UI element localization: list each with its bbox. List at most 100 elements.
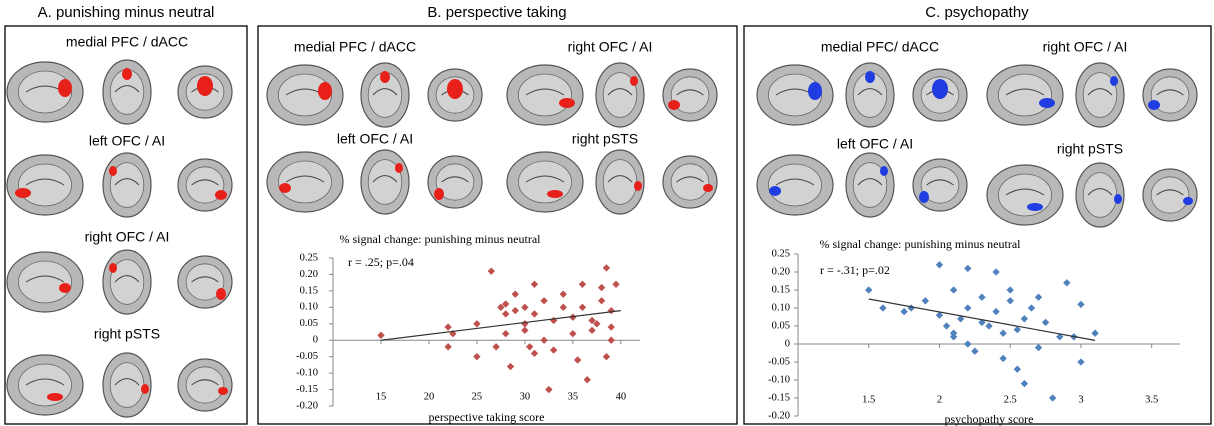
y-tick-label: -0.15	[768, 392, 790, 403]
point	[1035, 294, 1042, 301]
activation-blob	[447, 79, 463, 99]
activation-blob	[395, 163, 403, 173]
activation-blob	[109, 263, 117, 273]
point	[908, 304, 915, 311]
point	[1021, 315, 1028, 322]
point	[900, 308, 907, 315]
activation-blob	[919, 191, 929, 203]
activation-blob	[47, 393, 63, 401]
point	[1049, 394, 1056, 401]
x-tick-label: 25	[472, 391, 483, 402]
activation-blob	[59, 283, 71, 293]
x-tick-label: 2.5	[1004, 394, 1017, 405]
y-tick-label: 0.20	[300, 269, 318, 280]
point	[531, 281, 538, 288]
activation-blob	[122, 68, 132, 80]
region-label: medial PFC/ dACC	[821, 39, 939, 55]
point	[526, 343, 533, 350]
region-label: right OFC / AI	[568, 39, 653, 55]
point	[603, 264, 610, 271]
point	[531, 350, 538, 357]
y-tick-label: -0.05	[768, 356, 790, 367]
point	[521, 327, 528, 334]
x-tick-label: 3.5	[1145, 394, 1158, 405]
point	[550, 317, 557, 324]
activation-blob	[1183, 197, 1193, 205]
point	[560, 291, 567, 298]
y-tick-label: 0.20	[772, 266, 790, 277]
y-tick-label: -0.05	[296, 351, 318, 362]
point	[608, 337, 615, 344]
point	[473, 320, 480, 327]
point	[507, 363, 514, 370]
y-tick-label: 0.10	[772, 302, 790, 313]
point	[1042, 319, 1049, 326]
point	[488, 267, 495, 274]
point	[964, 340, 971, 347]
panel-title: B. perspective taking	[427, 4, 566, 21]
activation-blob	[434, 188, 444, 200]
region-label: medial PFC / dACC	[294, 39, 416, 55]
y-tick-label: -0.20	[296, 400, 318, 411]
point	[992, 268, 999, 275]
x-tick-label: 1.5	[862, 394, 875, 405]
activation-blob	[380, 71, 390, 83]
point	[1077, 358, 1084, 365]
activation-blob	[197, 76, 213, 96]
activation-blob	[559, 98, 575, 108]
activation-blob	[216, 288, 226, 300]
activation-blob	[109, 166, 117, 176]
region-label: medial PFC / dACC	[66, 34, 188, 50]
y-tick-label: -0.15	[296, 384, 318, 395]
point	[936, 261, 943, 268]
activation-blob	[1110, 76, 1118, 86]
panel-title: C. psychopathy	[925, 4, 1029, 21]
activation-blob	[668, 100, 680, 110]
activation-blob	[279, 183, 291, 193]
point	[588, 327, 595, 334]
point	[1077, 301, 1084, 308]
point	[473, 353, 480, 360]
region-label: right OFC / AI	[1043, 39, 1128, 55]
point	[865, 286, 872, 293]
point	[1007, 297, 1014, 304]
x-tick-label: 35	[568, 391, 579, 402]
point	[598, 284, 605, 291]
x-tick-label: 40	[616, 391, 627, 402]
x-axis-label: perspective taking score	[429, 410, 545, 424]
region-label: left OFC / AI	[837, 136, 913, 152]
region-label: left OFC / AI	[337, 131, 413, 147]
point	[545, 386, 552, 393]
point	[512, 291, 519, 298]
region-label: right pSTS	[1057, 141, 1123, 157]
x-tick-label: 20	[424, 391, 435, 402]
activation-blob	[1039, 98, 1055, 108]
activation-blob	[141, 384, 149, 394]
point	[603, 353, 610, 360]
annotation: r = .25; p=.04	[348, 255, 414, 269]
point	[444, 343, 451, 350]
point	[550, 346, 557, 353]
point	[1007, 286, 1014, 293]
point	[971, 348, 978, 355]
activation-blob	[1114, 194, 1122, 204]
y-tick-label: 0.05	[300, 318, 318, 329]
y-tick-label: 0.15	[300, 285, 318, 296]
region-label: right OFC / AI	[85, 229, 170, 245]
activation-blob	[1148, 100, 1160, 110]
point	[1021, 380, 1028, 387]
activation-blob	[15, 188, 31, 198]
y-tick-label: 0	[785, 338, 790, 349]
region-label: right pSTS	[572, 131, 638, 147]
point	[999, 330, 1006, 337]
point	[985, 322, 992, 329]
point	[512, 307, 519, 314]
fit-line	[869, 299, 1095, 340]
region-label: right pSTS	[94, 326, 160, 342]
y-tick-label: 0.25	[772, 248, 790, 259]
point	[1063, 279, 1070, 286]
point	[1035, 344, 1042, 351]
x-tick-label: 2	[937, 394, 942, 405]
activation-blob	[218, 387, 228, 395]
point	[502, 310, 509, 317]
